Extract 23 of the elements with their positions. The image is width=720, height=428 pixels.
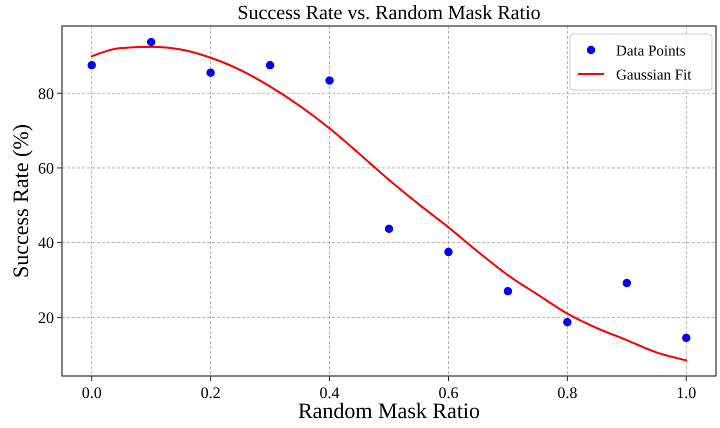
chart-title: Success Rate vs. Random Mask Ratio — [237, 2, 541, 24]
point — [622, 278, 632, 288]
point — [325, 76, 334, 85]
x-tick-label: 0.0 — [82, 385, 102, 402]
y-tick-label: 20 — [38, 310, 54, 327]
y-tick-label: 40 — [38, 235, 54, 252]
point — [88, 61, 96, 70]
point — [266, 61, 274, 70]
point — [384, 224, 394, 234]
y-tick-label: 60 — [38, 160, 54, 178]
x-tick-label: 0.2 — [200, 385, 221, 402]
x-tick-label: 0.8 — [557, 385, 578, 402]
legend-label: Gaussian Fit — [616, 67, 692, 84]
y-tick-label: 80 — [38, 86, 54, 103]
x-tick-label: 1.0 — [676, 385, 696, 402]
point — [444, 248, 453, 256]
point — [563, 318, 572, 326]
point — [206, 68, 215, 77]
y-axis-title: Success Rate (%) — [8, 124, 33, 278]
legend-label: Data Points — [616, 43, 686, 60]
point — [682, 334, 690, 342]
point — [504, 287, 512, 296]
point — [146, 38, 156, 46]
